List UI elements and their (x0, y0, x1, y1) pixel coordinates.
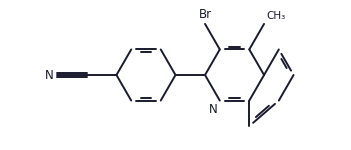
Text: N: N (45, 69, 54, 81)
Text: Br: Br (198, 8, 212, 21)
Text: CH₃: CH₃ (266, 11, 285, 21)
Text: N: N (209, 103, 218, 116)
